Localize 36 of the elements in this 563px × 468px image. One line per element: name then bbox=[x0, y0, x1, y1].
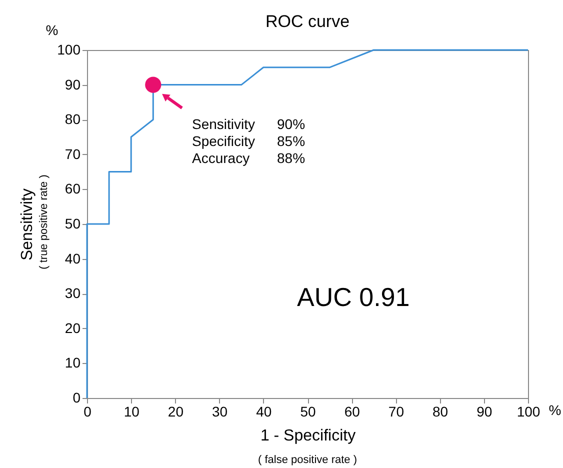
y-tick-label: 60 bbox=[64, 180, 81, 197]
annotation: Sensitivity bbox=[192, 116, 256, 132]
x-axis-title: 1 - Specificity bbox=[260, 428, 356, 444]
y-tick-label: 50 bbox=[64, 216, 81, 232]
y-tick-label: 80 bbox=[64, 111, 81, 128]
annotation: AUC 0.91 bbox=[297, 282, 410, 312]
annotation: Accuracy bbox=[192, 150, 250, 166]
x-tick-label: 90 bbox=[476, 404, 492, 420]
y-tick-label: 10 bbox=[64, 354, 81, 371]
text: ( true positive rate ) bbox=[38, 174, 50, 270]
x-tick-label: 40 bbox=[256, 404, 272, 420]
x-tick-label: 80 bbox=[432, 404, 448, 420]
x-tick-label: 20 bbox=[168, 404, 184, 420]
x-tick-label: 50 bbox=[300, 404, 316, 420]
chart-title: ROC curve bbox=[265, 12, 350, 31]
x-tick-label: 70 bbox=[388, 404, 404, 420]
y-axis-title: Sensitivity bbox=[19, 188, 36, 261]
y-tick-label: 40 bbox=[64, 250, 81, 266]
y-tick-label: 20 bbox=[64, 320, 81, 336]
x-tick-label: 100 bbox=[516, 404, 540, 420]
text: % bbox=[548, 402, 562, 418]
y-tick-label: 90 bbox=[64, 76, 81, 92]
x-tick-label: 10 bbox=[124, 404, 140, 420]
y-tick-label: 100 bbox=[57, 42, 81, 58]
annotation: 85% bbox=[277, 133, 306, 149]
y-tick-label: 70 bbox=[64, 146, 81, 162]
annotation: 88% bbox=[277, 150, 306, 166]
x-tick-label: 0 bbox=[84, 404, 92, 420]
text: % bbox=[46, 22, 58, 38]
x-tick-label: 30 bbox=[212, 404, 228, 420]
y-tick-label: 0 bbox=[72, 390, 81, 406]
annotation: Specificity bbox=[192, 133, 256, 149]
x-tick-label: 60 bbox=[344, 404, 360, 420]
y-tick-label: 30 bbox=[64, 285, 81, 302]
text: ( false positive rate ) bbox=[258, 454, 358, 466]
annotation: 90% bbox=[277, 116, 306, 132]
